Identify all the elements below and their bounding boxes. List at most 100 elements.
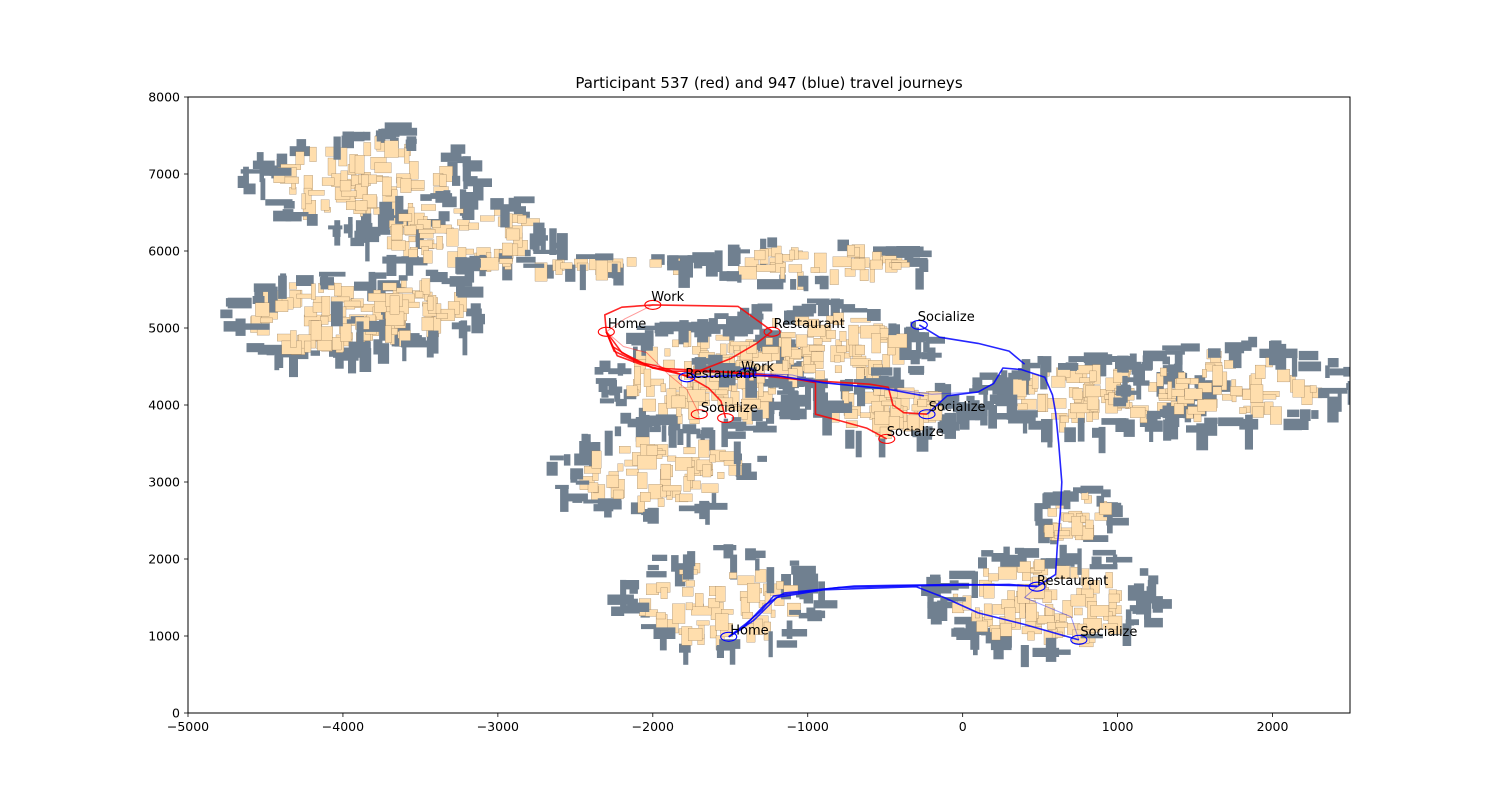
map-building [262, 167, 276, 176]
map-building [1252, 406, 1264, 418]
map-building [1208, 348, 1221, 358]
place-marker [644, 299, 662, 310]
map-building [546, 461, 558, 476]
map-building [834, 365, 842, 373]
y-tick-label: 7000 [148, 167, 180, 182]
map-building [860, 412, 871, 418]
map-building [687, 255, 693, 278]
map-building [253, 283, 276, 292]
map-building [841, 308, 868, 313]
map-building [692, 346, 701, 355]
map-building [1071, 516, 1084, 536]
map-building [331, 301, 343, 327]
map-building [265, 199, 293, 206]
map-building [516, 256, 536, 263]
map-building [1347, 381, 1350, 405]
map-building [896, 246, 920, 258]
map-building [791, 565, 816, 575]
map-building [1133, 363, 1145, 383]
map-building [439, 174, 447, 187]
map-building [1224, 342, 1245, 354]
map-building [273, 210, 292, 222]
place-marker [738, 367, 756, 378]
y-axis: 0 1000 2000 3000 4000 5000 6000 7000 8000 [148, 90, 188, 721]
map-building [1248, 336, 1258, 348]
map-building [744, 316, 760, 325]
map-building [716, 645, 735, 651]
map-building [376, 131, 381, 142]
map-building [683, 645, 689, 665]
map-building [340, 323, 352, 342]
map-building [766, 567, 775, 594]
map-building [916, 352, 942, 358]
map-building [782, 359, 789, 371]
map-building [1081, 588, 1094, 598]
y-tick-label: 1000 [148, 629, 180, 644]
map-building [1064, 427, 1076, 443]
map-building [301, 193, 306, 210]
y-tick-label: 5000 [148, 321, 180, 336]
map-building [995, 394, 1018, 407]
place-label: Restaurant [774, 317, 845, 332]
map-building [856, 367, 865, 382]
map-building [1212, 386, 1222, 395]
map-building [428, 330, 439, 354]
map-building [1028, 420, 1047, 430]
map-building [837, 239, 849, 252]
map-building [1218, 417, 1244, 427]
map-building [1140, 590, 1152, 614]
map-building [685, 602, 693, 611]
map-building [1230, 386, 1243, 396]
map-building [1012, 379, 1027, 398]
map-building [763, 621, 771, 641]
map-building [604, 430, 613, 456]
map-building [1148, 575, 1159, 585]
map-building [400, 279, 407, 288]
map-building [508, 197, 520, 212]
map-building [1174, 353, 1183, 365]
map-building [871, 333, 881, 354]
map-building [743, 425, 764, 431]
map-building [682, 554, 694, 580]
map-building [1311, 410, 1319, 419]
map-building [637, 455, 657, 470]
y-tick-label: 2000 [148, 552, 180, 567]
map-building [1163, 419, 1172, 441]
x-tick-label: −2000 [632, 719, 674, 734]
map-building [363, 142, 372, 157]
map-building [268, 286, 278, 313]
map-building [664, 348, 671, 357]
map-building [910, 350, 920, 365]
journey-path-537 [604, 304, 773, 332]
map-building [940, 597, 966, 602]
map-building [450, 144, 466, 154]
map-building [1121, 364, 1144, 369]
map-building [808, 378, 828, 389]
map-building [638, 407, 646, 433]
map-building [626, 257, 637, 267]
map-building [1086, 396, 1099, 410]
map-building [295, 151, 305, 165]
map-building [754, 550, 766, 558]
map-building [1146, 414, 1161, 420]
map-building [891, 262, 902, 270]
map-building [726, 271, 739, 282]
map-building [1022, 421, 1028, 434]
map-building [1059, 415, 1066, 433]
map-building [321, 177, 335, 186]
map-building [354, 281, 377, 291]
journey-path-947 [686, 374, 925, 397]
map-building [978, 557, 987, 569]
map-building [1147, 579, 1157, 604]
map-building [414, 291, 424, 298]
map-building [296, 139, 307, 150]
map-building [1077, 548, 1082, 575]
x-axis: −5000 −4000 −3000 −2000 −1000 0 1000 2000 [167, 713, 1288, 734]
map-building [354, 155, 365, 175]
map-building [266, 345, 275, 356]
map-building [377, 213, 390, 233]
map-building [1096, 495, 1105, 507]
city-map [220, 122, 1350, 668]
map-building [998, 566, 1017, 580]
